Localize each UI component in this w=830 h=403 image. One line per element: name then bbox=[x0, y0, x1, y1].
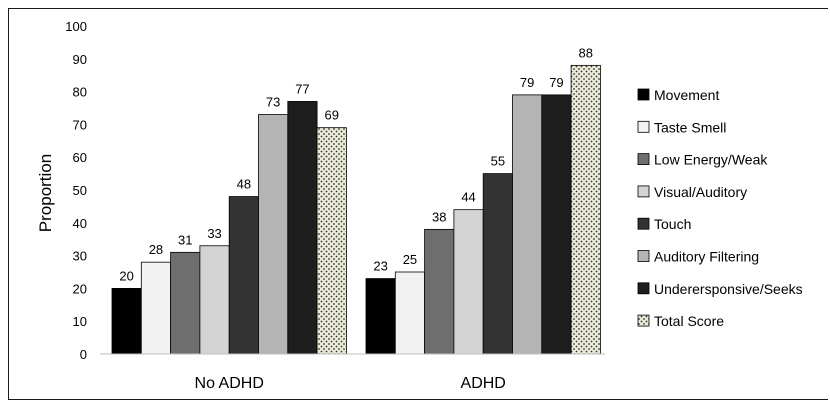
bar-value-label: 33 bbox=[207, 226, 221, 241]
bar-value-label: 23 bbox=[373, 259, 387, 274]
legend-swatch bbox=[637, 185, 650, 198]
bar bbox=[287, 101, 318, 355]
bar-value-label: 79 bbox=[549, 75, 563, 90]
bar bbox=[482, 173, 513, 355]
legend-label: Movement bbox=[654, 87, 719, 103]
bar bbox=[316, 127, 347, 355]
chart-frame bbox=[8, 8, 828, 400]
legend-label: Total Score bbox=[654, 313, 724, 329]
y-tick-label: 100 bbox=[65, 19, 87, 34]
y-tick-label: 50 bbox=[73, 183, 87, 198]
bar-value-label: 69 bbox=[325, 108, 339, 123]
category-label: No ADHD bbox=[195, 375, 264, 392]
legend-swatch bbox=[637, 314, 650, 327]
legend-swatch bbox=[637, 120, 650, 133]
legend-label: Visual/Auditory bbox=[654, 184, 747, 200]
bar-value-label: 48 bbox=[237, 177, 251, 192]
y-tick-label: 70 bbox=[73, 117, 87, 132]
legend-label: Touch bbox=[654, 216, 691, 232]
y-tick-label: 30 bbox=[73, 249, 87, 264]
bar bbox=[258, 114, 289, 355]
bar bbox=[170, 251, 201, 355]
y-tick-label: 10 bbox=[73, 314, 87, 329]
legend-swatch bbox=[637, 88, 650, 101]
legend-label: Auditory Filtering bbox=[654, 249, 759, 265]
bar-value-label: 20 bbox=[119, 268, 133, 283]
legend-swatch bbox=[637, 217, 650, 230]
y-tick-label: 40 bbox=[73, 216, 87, 231]
y-tick-label: 90 bbox=[73, 52, 87, 67]
bar bbox=[228, 196, 259, 355]
bar bbox=[424, 228, 455, 355]
y-tick-label: 80 bbox=[73, 85, 87, 100]
category-label: ADHD bbox=[461, 375, 506, 392]
bar bbox=[394, 271, 425, 355]
bar bbox=[453, 209, 484, 355]
y-tick-label: 60 bbox=[73, 150, 87, 165]
bar bbox=[541, 94, 572, 355]
legend-swatch bbox=[637, 282, 650, 295]
bar bbox=[570, 64, 601, 355]
legend-label: Low Energy/Weak bbox=[654, 152, 768, 168]
bars: 20 28 31 33 48 73 77 69 23 25 38 44 55 79 79 88 bbox=[111, 45, 601, 355]
bar bbox=[365, 278, 396, 355]
y-tick-label: 20 bbox=[73, 281, 87, 296]
category-labels: No ADHD ADHD bbox=[195, 375, 506, 392]
bar bbox=[199, 245, 230, 355]
bar bbox=[111, 287, 142, 355]
legend-swatch bbox=[637, 153, 650, 166]
bar-value-label: 28 bbox=[149, 242, 163, 257]
bar bbox=[512, 94, 543, 355]
bar-value-label: 79 bbox=[520, 75, 534, 90]
bar-value-label: 77 bbox=[295, 81, 309, 96]
bar-value-label: 55 bbox=[491, 154, 505, 169]
y-axis: 0 10 20 30 40 50 60 70 80 90 100 bbox=[65, 19, 87, 362]
legend-swatch bbox=[637, 250, 650, 262]
bar-value-label: 44 bbox=[461, 190, 475, 205]
bar bbox=[140, 261, 172, 355]
bar-value-label: 73 bbox=[266, 95, 280, 110]
legend-label: Taste Smell bbox=[654, 119, 726, 135]
legend: Movement Taste Smell Low Energy/Weak Visual… bbox=[637, 87, 803, 329]
bar-value-label: 38 bbox=[432, 209, 446, 224]
bar-value-label: 88 bbox=[579, 45, 593, 60]
bar-value-label: 25 bbox=[403, 252, 417, 267]
bar-value-label: 31 bbox=[178, 232, 192, 247]
y-tick-label: 0 bbox=[80, 347, 87, 362]
y-axis-label: Proportion bbox=[36, 154, 55, 232]
legend-label: Underersponsive/Seeks bbox=[654, 281, 803, 297]
